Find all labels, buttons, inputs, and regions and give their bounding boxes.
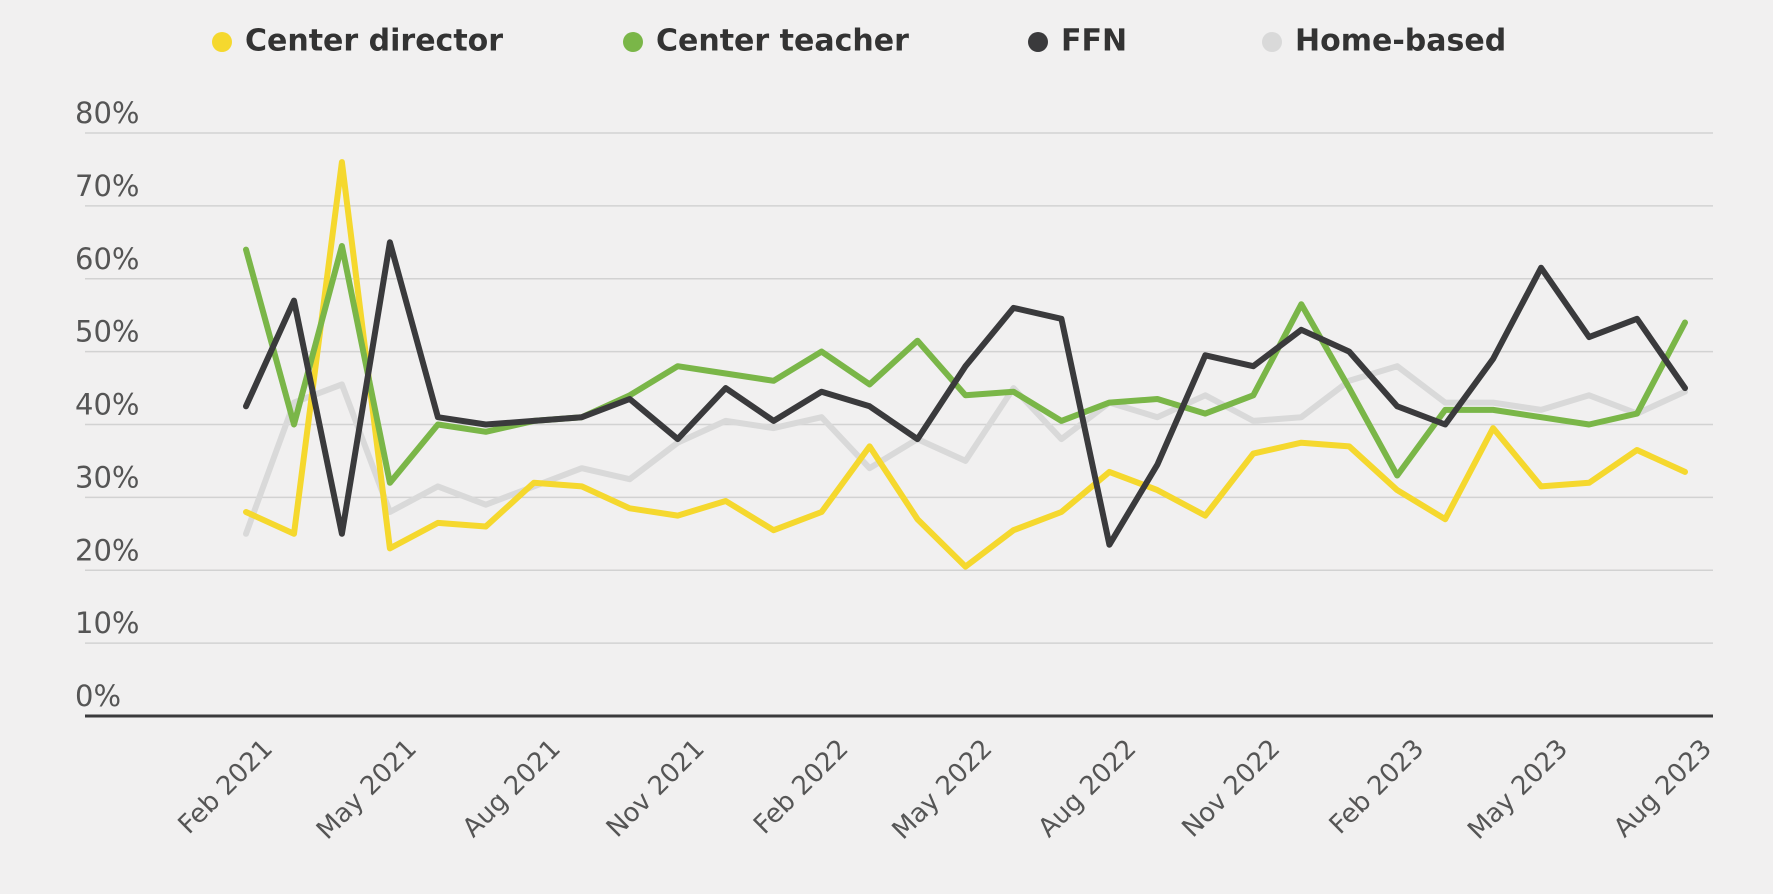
series-line bbox=[243, 243, 1688, 486]
y-tick-label: 30% bbox=[75, 460, 139, 494]
x-tick-label: Aug 2021 bbox=[457, 734, 567, 844]
y-tick-label: 20% bbox=[75, 533, 139, 567]
legend-label: FFN bbox=[1061, 24, 1127, 59]
legend-marker bbox=[623, 32, 643, 52]
x-tick-label: Aug 2022 bbox=[1033, 734, 1143, 844]
x-tick-label: Aug 2023 bbox=[1608, 734, 1718, 844]
series-line bbox=[243, 239, 1688, 548]
x-tick-label: May 2021 bbox=[311, 734, 423, 846]
legend-label: Home-based bbox=[1295, 24, 1506, 59]
x-tick-label: Nov 2021 bbox=[601, 734, 711, 844]
y-tick-label: 10% bbox=[75, 606, 139, 640]
y-tick-label: 50% bbox=[75, 315, 139, 349]
legend-marker bbox=[212, 32, 232, 52]
x-tick-label: Nov 2022 bbox=[1177, 734, 1287, 844]
y-tick-label: 0% bbox=[75, 679, 121, 713]
y-tick-label: 70% bbox=[75, 169, 139, 203]
legend-label: Center teacher bbox=[656, 24, 909, 59]
y-tick-label: 80% bbox=[75, 96, 139, 130]
x-tick-label: Feb 2023 bbox=[1324, 734, 1430, 840]
x-tick-label: May 2023 bbox=[1462, 734, 1574, 846]
legend-label: Center director bbox=[245, 24, 503, 59]
series-line bbox=[243, 159, 1688, 570]
y-tick-label: 60% bbox=[75, 242, 139, 276]
legend-marker bbox=[1262, 32, 1282, 52]
x-tick-label: May 2022 bbox=[887, 734, 999, 846]
series-line bbox=[243, 363, 1688, 537]
x-tick-label: Feb 2022 bbox=[748, 734, 854, 840]
y-tick-label: 40% bbox=[75, 388, 139, 422]
legend-marker bbox=[1028, 32, 1048, 52]
x-tick-label: Feb 2021 bbox=[173, 734, 279, 840]
